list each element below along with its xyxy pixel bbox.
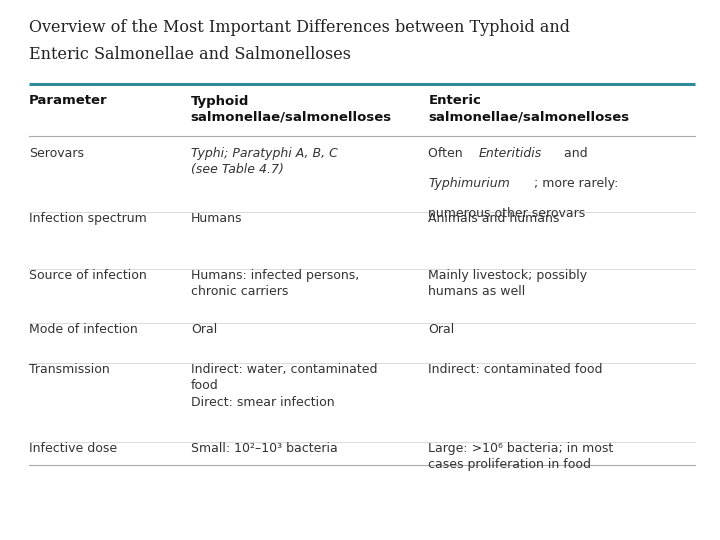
Text: Infection spectrum: Infection spectrum (29, 212, 147, 225)
Text: Indirect: contaminated food: Indirect: contaminated food (428, 363, 603, 376)
Text: Enteric
salmonellae/salmonelloses: Enteric salmonellae/salmonelloses (428, 94, 629, 124)
Text: Transmission: Transmission (29, 363, 109, 376)
Text: Parameter: Parameter (29, 94, 107, 107)
Text: Source of infection: Source of infection (29, 269, 147, 282)
Text: Large: >10⁶ bacteria; in most
cases proliferation in food: Large: >10⁶ bacteria; in most cases prol… (428, 442, 613, 471)
Text: and: and (560, 147, 588, 160)
Text: Typhoid
salmonellae/salmonelloses: Typhoid salmonellae/salmonelloses (191, 94, 392, 124)
Text: Overview of the Most Important Differences between Typhoid and: Overview of the Most Important Differenc… (29, 19, 570, 36)
Text: Animals and humans: Animals and humans (428, 212, 559, 225)
Text: Infective dose: Infective dose (29, 442, 117, 455)
Text: Enteric Salmonellae and Salmonelloses: Enteric Salmonellae and Salmonelloses (29, 46, 351, 63)
Text: ; more rarely:: ; more rarely: (534, 177, 618, 190)
Text: Typhi; Paratyphi A, B, C
(see Table 4.7): Typhi; Paratyphi A, B, C (see Table 4.7) (191, 147, 338, 177)
Text: Humans: Humans (191, 212, 243, 225)
Text: Serovars: Serovars (29, 147, 84, 160)
Text: Oral: Oral (191, 323, 217, 336)
Text: Typhimurium: Typhimurium (428, 177, 510, 190)
Text: Mainly livestock; possibly
humans as well: Mainly livestock; possibly humans as wel… (428, 269, 588, 299)
Text: Mode of infection: Mode of infection (29, 323, 138, 336)
Text: Oral: Oral (428, 323, 454, 336)
Text: numerous other serovars: numerous other serovars (428, 207, 585, 220)
Text: Humans: infected persons,
chronic carriers: Humans: infected persons, chronic carrie… (191, 269, 359, 299)
Text: Often: Often (428, 147, 467, 160)
Text: Enteritidis: Enteritidis (478, 147, 541, 160)
Text: Small: 10²–10³ bacteria: Small: 10²–10³ bacteria (191, 442, 338, 455)
Text: Indirect: water, contaminated
food
Direct: smear infection: Indirect: water, contaminated food Direc… (191, 363, 377, 409)
